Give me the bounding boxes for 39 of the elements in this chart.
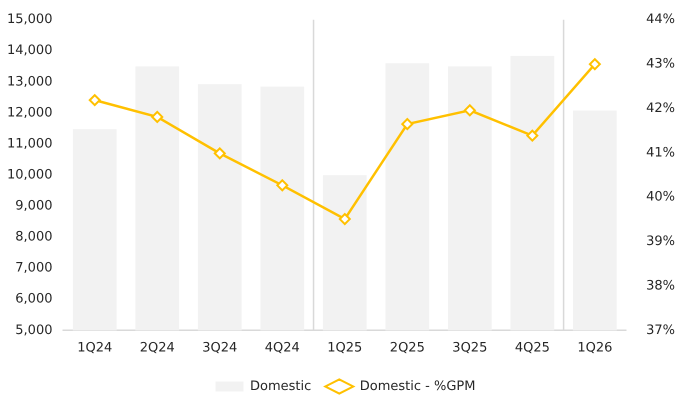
point [338,213,351,226]
y-tick-label: 11,000 [6,136,52,152]
y2-tick-label: 43% [646,56,676,72]
y2-tick-label: 39% [646,234,676,250]
y2-tick-label: 37% [646,322,676,338]
y-tick-label: 10,000 [6,167,52,182]
y2-tick-label: 44% [646,12,676,28]
point [588,58,601,70]
point [464,104,476,116]
y2-tick-label: 40% [646,190,676,205]
y2-tick-label: 42% [646,100,676,116]
x-tick-label: 4Q25 [514,340,550,356]
y-tick-label: 6,000 [15,292,52,307]
y-tick-label: 9,000 [15,198,52,214]
point [88,94,101,106]
y2-tick-label: 41% [646,145,676,160]
y-tick-label: 5,000 [15,322,52,338]
point [276,179,288,192]
x-tick-label: 3Q25 [452,340,488,356]
point [401,118,414,130]
x-tick-label: 2Q24 [140,340,175,356]
point [214,147,226,160]
x-tick-label: 2Q25 [390,340,425,356]
x-tick-label: 1Q26 [577,340,612,356]
point [151,110,164,123]
y-tick-label: 14,000 [6,43,52,58]
y-tick-label: 7,000 [15,260,52,276]
y-tick-label: 8,000 [15,230,52,245]
y-tick-label: 12,000 [6,105,52,120]
legend-label: Domestic [250,378,312,394]
x-tick-label: 4Q24 [264,340,300,356]
legend-label: Domestic - %GPM [360,378,476,394]
point [526,130,538,142]
y-tick-label: 13,000 [6,74,52,90]
y2-tick-label: 38% [646,278,676,294]
x-tick-label: 1Q24 [77,340,112,356]
x-tick-label: 1Q25 [327,340,362,356]
y-tick-label: 15,000 [6,12,52,28]
x-tick-label: 3Q24 [202,340,238,356]
